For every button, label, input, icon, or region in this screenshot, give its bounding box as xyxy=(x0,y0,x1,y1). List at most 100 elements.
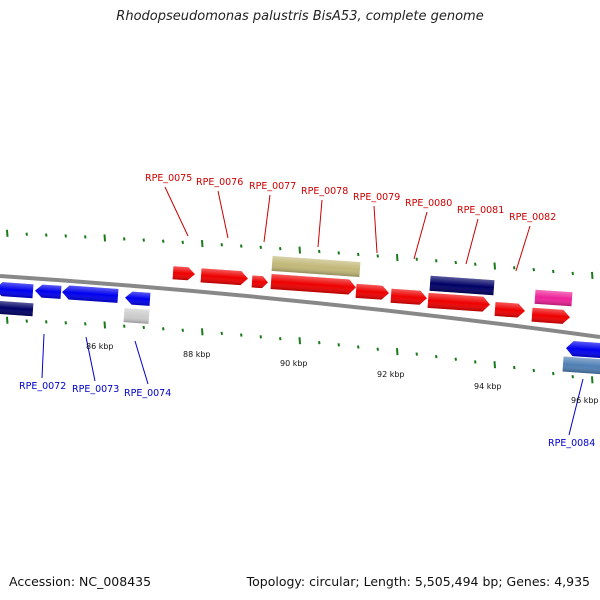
gene-label-rpe-0073[interactable]: RPE_0073 xyxy=(72,384,119,395)
label-leader-line xyxy=(85,336,96,382)
scale-tick xyxy=(415,352,418,356)
gene-arrow-rpe-0072[interactable] xyxy=(35,284,62,299)
scale-tick xyxy=(376,347,379,351)
gene-arrow-rpe-0082b-shading xyxy=(531,307,570,324)
gene-box-rpe-0078-shading xyxy=(271,255,361,278)
scale-tick xyxy=(279,337,282,341)
scale-tick xyxy=(318,341,321,345)
scale-tick xyxy=(337,343,340,347)
gene-arrow-rpe-0076-shading xyxy=(200,268,248,286)
scale-tick xyxy=(552,371,555,376)
gene-label-rpe-0076[interactable]: RPE_0076 xyxy=(196,177,243,188)
gene-box-rpe-0082[interactable] xyxy=(534,289,573,307)
gene-arrow-rpe-0079[interactable] xyxy=(355,283,390,300)
scale-tick xyxy=(25,319,28,323)
gene-arrow-rpe-0071[interactable] xyxy=(0,282,34,299)
gene-arrow-rpe-0077[interactable] xyxy=(251,275,269,289)
scale-tick xyxy=(474,262,477,266)
gene-label-rpe-0079[interactable]: RPE_0079 xyxy=(353,192,400,203)
scale-tick xyxy=(318,249,321,254)
gene-arrow-rpe-0080[interactable] xyxy=(390,288,428,305)
gene-label-rpe-0078[interactable]: RPE_0078 xyxy=(301,186,348,197)
gene-arrow-rpe-0083[interactable] xyxy=(566,341,600,359)
gene-label-rpe-0075[interactable]: RPE_0075 xyxy=(145,173,192,184)
scale-tick xyxy=(123,237,126,241)
scale-tick xyxy=(591,376,594,384)
scale-tick xyxy=(64,321,67,325)
gene-box-rpe-0082-shading xyxy=(534,289,573,307)
gene-label-rpe-0072[interactable]: RPE_0072 xyxy=(19,381,66,392)
scale-tick xyxy=(357,345,360,349)
gene-box-rpe-0084-shading xyxy=(562,356,600,375)
label-leader-line xyxy=(134,340,149,385)
gene-label-rpe-0082[interactable]: RPE_0082 xyxy=(509,212,556,223)
scale-tick xyxy=(142,325,145,330)
scale-tick xyxy=(474,360,477,364)
scale-tick xyxy=(298,246,301,254)
scale-tick xyxy=(376,254,379,258)
scale-label-92kbp: 92 kbp xyxy=(377,370,405,379)
scale-tick xyxy=(396,253,399,262)
label-leader-line xyxy=(568,378,584,436)
scale-tick xyxy=(103,234,106,242)
gene-arrow-rpe-0082b[interactable] xyxy=(531,307,571,325)
scale-tick xyxy=(25,232,28,236)
scale-tick xyxy=(162,327,165,331)
accession-text: Accession: NC_008435 xyxy=(9,574,152,589)
scale-tick xyxy=(123,324,126,328)
gene-label-rpe-0080[interactable]: RPE_0080 xyxy=(405,198,452,209)
scale-tick xyxy=(84,235,87,239)
label-leader-line xyxy=(41,333,45,379)
scale-tick xyxy=(201,328,204,336)
gene-arrow-rpe-0081[interactable] xyxy=(427,292,491,312)
scale-tick xyxy=(298,337,301,345)
gene-box-rpe-0084[interactable] xyxy=(562,356,600,375)
label-leader-line xyxy=(465,218,479,265)
gene-arrow-rpe-0075[interactable] xyxy=(172,266,196,281)
gene-box-rpe-0071b-shading xyxy=(0,300,34,317)
gene-label-rpe-0081[interactable]: RPE_0081 xyxy=(457,205,504,216)
gene-label-rpe-0084[interactable]: RPE_0084 xyxy=(548,438,595,449)
gene-arrow-rpe-0074-shading xyxy=(125,291,151,306)
scale-tick xyxy=(454,260,457,265)
gene-box-rpe-0071b[interactable] xyxy=(0,300,34,317)
scale-tick xyxy=(45,233,48,237)
scale-tick xyxy=(513,266,516,270)
scale-tick xyxy=(240,333,243,337)
label-leader-line xyxy=(317,199,323,248)
label-leader-line xyxy=(263,194,271,243)
scale-tick xyxy=(240,244,243,248)
label-leader-line xyxy=(164,186,189,237)
scale-tick xyxy=(493,262,496,270)
gene-arrow-rpe-0081-shading xyxy=(427,292,490,312)
scale-label-86kbp: 86 kbp xyxy=(86,342,114,351)
gene-arrow-rpe-0078b[interactable] xyxy=(270,274,357,295)
gene-box-rpe-0080b[interactable] xyxy=(429,275,495,296)
scale-tick xyxy=(493,361,496,369)
label-leaders xyxy=(41,186,584,436)
scale-tick xyxy=(435,354,438,359)
gene-arrow-rpe-0081b-shading xyxy=(494,301,525,318)
label-leader-line xyxy=(217,190,229,239)
scale-tick xyxy=(162,239,165,243)
scale-tick xyxy=(357,252,360,257)
scale-label-96kbp: 96 kbp xyxy=(571,396,599,405)
gene-label-rpe-0077[interactable]: RPE_0077 xyxy=(249,181,296,192)
gene-box-rpe-0080b-shading xyxy=(429,275,495,296)
gene-arrow-rpe-0074[interactable] xyxy=(125,291,151,306)
scale-tick xyxy=(6,229,9,237)
scale-tick xyxy=(415,257,418,261)
scale-tick xyxy=(591,271,594,279)
gene-arrow-rpe-0076[interactable] xyxy=(200,268,249,286)
scale-tick xyxy=(181,240,184,244)
gene-arrow-rpe-0080-shading xyxy=(390,288,427,305)
scale-tick xyxy=(6,316,9,324)
scale-tick xyxy=(220,243,223,247)
gene-arrow-rpe-0073[interactable] xyxy=(62,285,119,303)
label-leader-line xyxy=(413,211,428,260)
gene-box-rpe-0078[interactable] xyxy=(271,255,361,278)
gene-box-rpe-0074b[interactable] xyxy=(123,308,150,324)
gene-arrow-rpe-0081b[interactable] xyxy=(494,301,526,318)
gene-label-rpe-0074[interactable]: RPE_0074 xyxy=(124,388,171,399)
